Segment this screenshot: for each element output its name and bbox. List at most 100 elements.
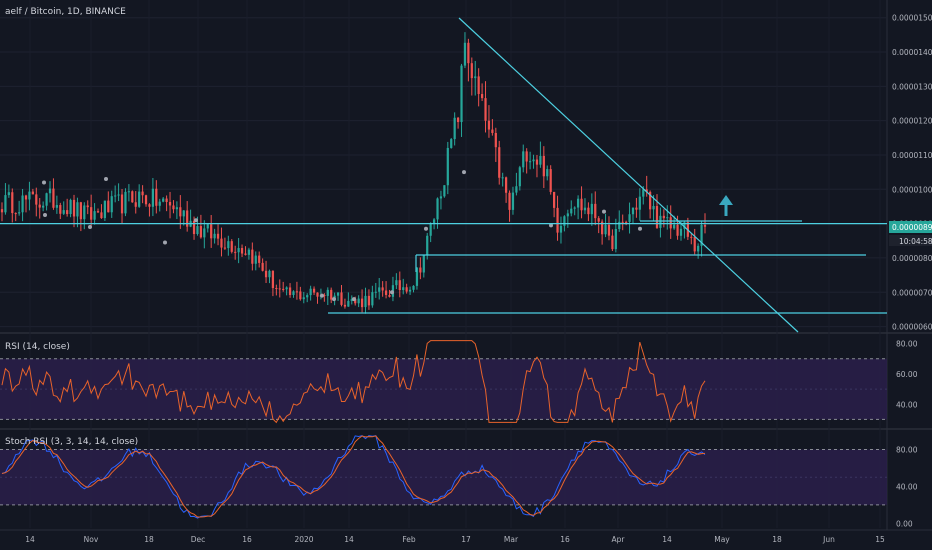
candle-body (552, 191, 556, 208)
time-tick-label: 16 (242, 535, 252, 544)
candle (251, 242, 254, 271)
candle-body (179, 207, 182, 217)
candle (230, 239, 233, 254)
candle (522, 144, 525, 173)
time-tick-label: 18 (144, 535, 154, 544)
candle (415, 267, 419, 290)
candle-body (244, 253, 247, 255)
candle (69, 198, 72, 218)
candle-body (501, 177, 504, 179)
candle (144, 194, 148, 207)
candle (134, 191, 137, 214)
candle-body (381, 287, 384, 291)
candle-body (676, 224, 679, 236)
candle (693, 228, 696, 255)
candle-body (48, 188, 52, 194)
candle (79, 201, 82, 232)
candle (556, 195, 559, 241)
candle-body (330, 289, 333, 300)
time-tick-label: 14 (25, 535, 35, 544)
candle-body (371, 292, 374, 306)
candle (631, 207, 635, 225)
candle (614, 218, 617, 253)
candle-body (439, 196, 443, 199)
candle-body (625, 221, 628, 223)
trendlines (0, 17, 887, 333)
candle (31, 188, 34, 195)
candle-body (186, 210, 189, 227)
candle-body (340, 292, 343, 305)
candle-body (127, 191, 130, 193)
candle (330, 287, 333, 304)
candle (182, 210, 185, 226)
candle-body (254, 255, 257, 264)
candle-body (453, 117, 456, 140)
candle-body (4, 195, 7, 213)
candle-body (480, 94, 484, 99)
stoch-rsi-title: Stoch RSI (3, 3, 14, 14, close) (5, 437, 138, 447)
candle-body (168, 202, 172, 206)
candle-body (570, 208, 573, 214)
candle-body (384, 290, 388, 295)
candle (491, 119, 494, 136)
candle-body (450, 139, 453, 148)
candle-body (292, 291, 295, 295)
signal-dot (549, 223, 553, 228)
candle (371, 285, 374, 308)
time-tick-label: Apr (612, 535, 626, 544)
candle (172, 200, 175, 214)
candle-body (429, 224, 432, 236)
signal-dot (104, 177, 108, 182)
candle-body (590, 203, 593, 215)
candle (240, 244, 244, 258)
candle-body (542, 155, 545, 177)
candle-body (642, 189, 645, 197)
candle (669, 205, 672, 239)
candle (117, 183, 120, 202)
candle (546, 165, 549, 181)
candle-body (69, 199, 72, 215)
candle-body (367, 295, 371, 306)
candle-body (484, 98, 487, 121)
candle-body (220, 238, 223, 248)
candle (518, 165, 521, 191)
candle (62, 201, 65, 215)
candle (635, 197, 638, 218)
candle-body (364, 295, 367, 308)
candle (59, 202, 62, 220)
candle (155, 180, 158, 214)
candle-body (240, 248, 244, 254)
candle-body (306, 295, 309, 298)
candle (295, 281, 299, 300)
candle (597, 216, 600, 234)
candle (55, 195, 58, 214)
candle-body (14, 213, 17, 215)
candle (66, 198, 69, 217)
candle (206, 223, 209, 233)
candle-body (66, 210, 69, 215)
candle-body (182, 210, 185, 217)
candle (158, 198, 161, 212)
candle (419, 257, 422, 280)
candle (504, 176, 508, 203)
candle (577, 195, 580, 220)
candle-body (532, 159, 535, 162)
candle-body (559, 225, 563, 233)
candle (83, 202, 86, 230)
time-tick-label: 16 (560, 535, 570, 544)
candle (398, 271, 401, 298)
candle (583, 198, 587, 215)
candle-body (618, 221, 621, 230)
candle (535, 154, 539, 178)
rsi-pane (0, 340, 887, 424)
candle-body (0, 209, 4, 213)
candle (76, 197, 79, 228)
breakout-arrow (719, 195, 733, 216)
candle (638, 188, 641, 221)
candle (326, 287, 329, 306)
candle-body (659, 215, 662, 228)
candle (367, 289, 371, 310)
